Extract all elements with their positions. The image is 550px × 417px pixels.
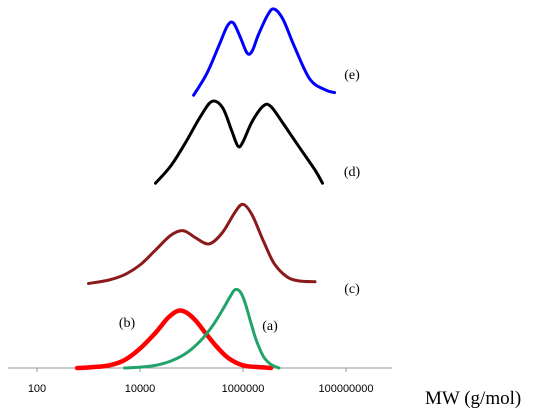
series-line-a [123, 287, 281, 370]
series-line-b [74, 308, 274, 371]
x-tick-label: 1000000 [222, 383, 265, 395]
series-line-c [87, 202, 317, 285]
x-axis-label: MW (g/mol) [425, 388, 521, 409]
x-tick-label: 100000000 [318, 383, 373, 395]
series-line-e [192, 7, 337, 97]
curve-labels: (a) (b) (c) (d) (e) [119, 68, 361, 334]
curves [74, 7, 337, 371]
series-label-d: (d) [344, 165, 361, 180]
x-tick-label: 100 [28, 383, 46, 395]
series-label-a: (a) [262, 319, 278, 334]
series-label-e: (e) [344, 68, 360, 83]
series-line-d [154, 99, 324, 185]
x-tick-label: 10000 [125, 383, 156, 395]
series-label-c: (c) [344, 282, 360, 297]
series-label-b: (b) [119, 316, 136, 331]
x-ticks: 100 10000 1000000 100000000 [28, 368, 374, 395]
